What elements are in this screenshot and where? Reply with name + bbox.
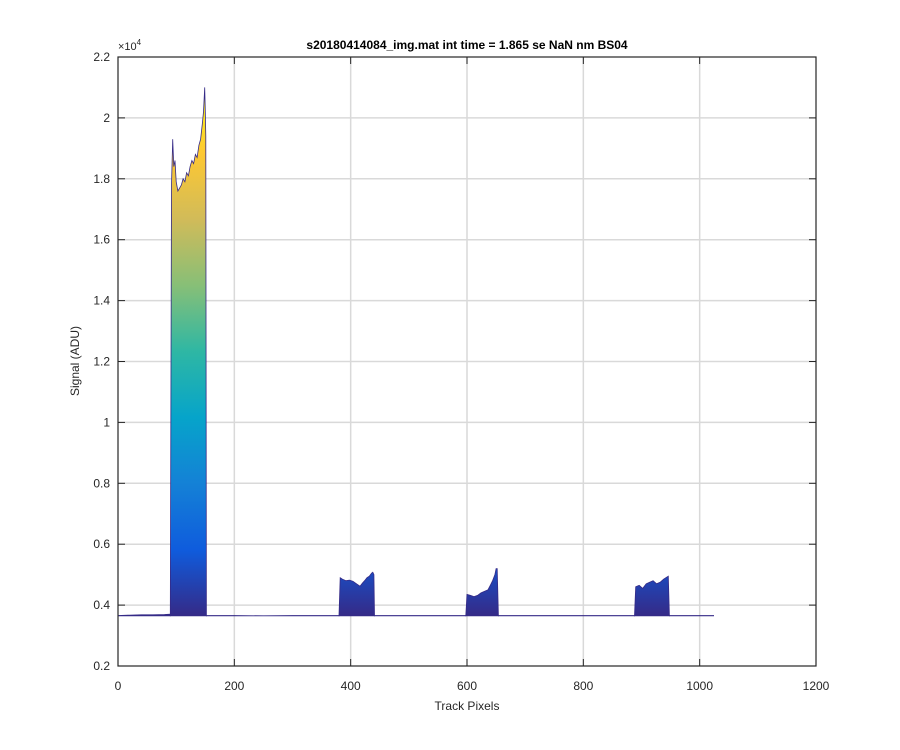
y-tick-label: 1 (103, 415, 110, 429)
x-tick-label: 200 (224, 679, 244, 693)
signal-segment-4 (338, 571, 375, 617)
x-tick-label: 400 (341, 679, 361, 693)
y-tick-label: 1.8 (93, 172, 110, 186)
x-axis-label: Track Pixels (435, 699, 500, 713)
y-tick-label: 1.4 (93, 294, 110, 308)
y-tick-label: 0.4 (93, 598, 110, 612)
y-axis-label: Signal (ADU) (68, 326, 82, 396)
x-tick-label: 0 (115, 679, 122, 693)
x-tick-label: 1000 (686, 679, 713, 693)
signal-segment-2 (169, 87, 207, 617)
y-tick-label: 0.8 (93, 476, 110, 490)
chart-title: s20180414084_img.mat int time = 1.865 se… (306, 38, 628, 52)
y-tick-labels: 0.2 0.4 0.6 0.8 1 1.2 1.4 1.6 1.8 2 2.2 (93, 50, 110, 673)
y-tick-label: 1.2 (93, 355, 110, 369)
data-layer (118, 87, 714, 617)
y-exponent-label: ×104 (118, 38, 142, 53)
x-tick-label: 1200 (803, 679, 830, 693)
y-tick-label: 1.6 (93, 233, 110, 247)
x-tick-label: 600 (457, 679, 477, 693)
x-tick-label: 800 (573, 679, 593, 693)
y-tick-label: 0.6 (93, 537, 110, 551)
signal-segment-8 (634, 575, 670, 617)
y-tick-label: 2 (103, 111, 110, 125)
signal-segment-6 (465, 568, 499, 617)
x-tick-labels: 0 200 400 600 800 1000 1200 (115, 679, 830, 693)
grid (118, 57, 816, 666)
y-tick-label: 0.2 (93, 659, 110, 673)
y-tick-label: 2.2 (93, 50, 110, 64)
ticks (117, 56, 817, 667)
